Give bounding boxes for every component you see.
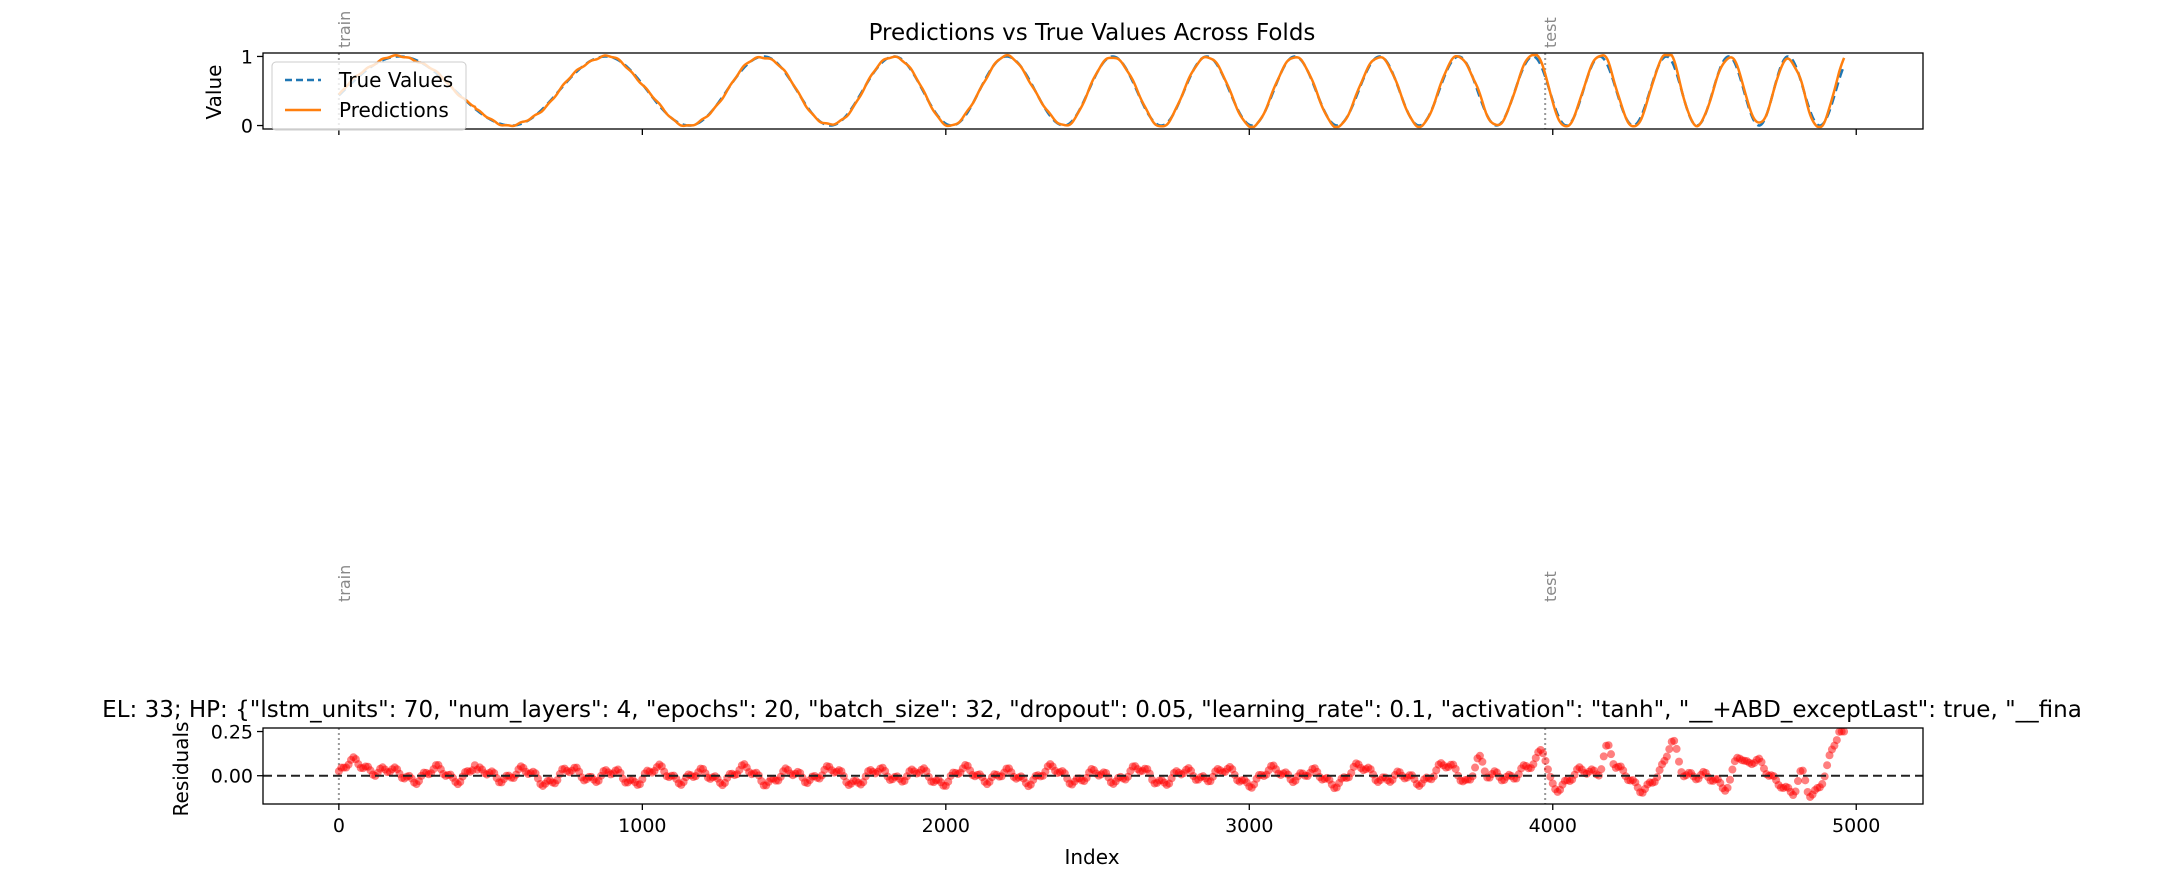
residual-point [1541, 756, 1550, 765]
residual-point [1543, 765, 1552, 774]
bottom-plot-area [263, 727, 1923, 804]
top-axes-frame [262, 52, 1924, 130]
bottom-x-tick-label: 5000 [1832, 815, 1880, 837]
residual-point [1798, 766, 1807, 775]
top-y-axis-label: Value [202, 65, 226, 120]
fold-labels: train train test test [335, 11, 1560, 602]
residual-point [1451, 764, 1460, 773]
residual-point [1675, 757, 1684, 766]
top-chart: Predictions vs True Values Across Folds … [202, 20, 1924, 138]
residual-point [1723, 783, 1732, 792]
series-predictions-line [337, 53, 1846, 129]
series-true-values-line [338, 55, 1846, 127]
bottom-y-axis-label: Residuals [169, 722, 193, 817]
residual-point [1791, 787, 1800, 796]
bottom-x-tick-label: 2000 [922, 815, 970, 837]
bottom-y-tick-label: 0.25 [211, 722, 253, 744]
bottom-chart: EL: 33; HP: {"lstm_units": 70, "num_laye… [102, 697, 2082, 869]
bottom-fold-label-train: train [335, 565, 354, 602]
legend-predictions-label: Predictions [339, 98, 449, 122]
top-fold-label-train: train [335, 11, 354, 48]
residual-point [553, 776, 562, 785]
residual-point [1478, 757, 1487, 766]
residual-point [1597, 765, 1606, 774]
bottom-axis-ticks: 0 1000 2000 3000 4000 5000 0.25 0.00 [211, 722, 1881, 837]
legend-true-values-label: True Values [338, 68, 453, 92]
residual-point [1840, 727, 1849, 736]
residual-point [1653, 773, 1662, 782]
top-fold-label-test: test [1541, 17, 1560, 48]
bottom-x-axis-label: Index [1064, 845, 1119, 869]
top-y-tick-label: 1 [241, 46, 253, 68]
bottom-y-tick-label: 0.00 [211, 766, 253, 788]
residual-point [1823, 761, 1832, 770]
residual-point [1607, 750, 1616, 759]
residual-point [1539, 749, 1548, 758]
residual-point [1728, 765, 1737, 774]
residual-point [1480, 767, 1489, 776]
bottom-x-tick-label: 3000 [1225, 815, 1273, 837]
top-chart-title: Predictions vs True Values Across Folds [869, 20, 1316, 46]
bottom-x-tick-label: 4000 [1529, 815, 1577, 837]
residual-point [1475, 751, 1484, 760]
residual-point [1672, 744, 1681, 753]
bottom-chart-title: EL: 33; HP: {"lstm_units": 70, "num_laye… [102, 697, 2082, 723]
residual-point [1665, 745, 1674, 754]
residual-point [1793, 777, 1802, 786]
residual-point [1757, 758, 1766, 767]
residual-point [1662, 752, 1671, 761]
bottom-x-tick-label: 1000 [618, 815, 666, 837]
residual-point [1725, 775, 1734, 784]
top-y-tick-label: 0 [241, 116, 253, 138]
top-plot-area [337, 53, 1846, 129]
residual-point [1604, 741, 1613, 750]
residual-points [334, 727, 1849, 801]
residual-point [1670, 736, 1679, 745]
bottom-fold-label-test: test [1541, 571, 1560, 602]
top-axis-ticks: 01 [241, 46, 1857, 138]
legend: True Values Predictions [271, 61, 467, 131]
bottom-x-tick-label: 0 [333, 815, 345, 837]
residual-point [1832, 736, 1841, 745]
residual-point [1529, 760, 1538, 769]
residual-point [1599, 752, 1608, 761]
bottom-axes-frame [262, 727, 1924, 805]
residual-point [1471, 763, 1480, 772]
residual-point [1818, 780, 1827, 789]
residual-point [1801, 776, 1810, 785]
